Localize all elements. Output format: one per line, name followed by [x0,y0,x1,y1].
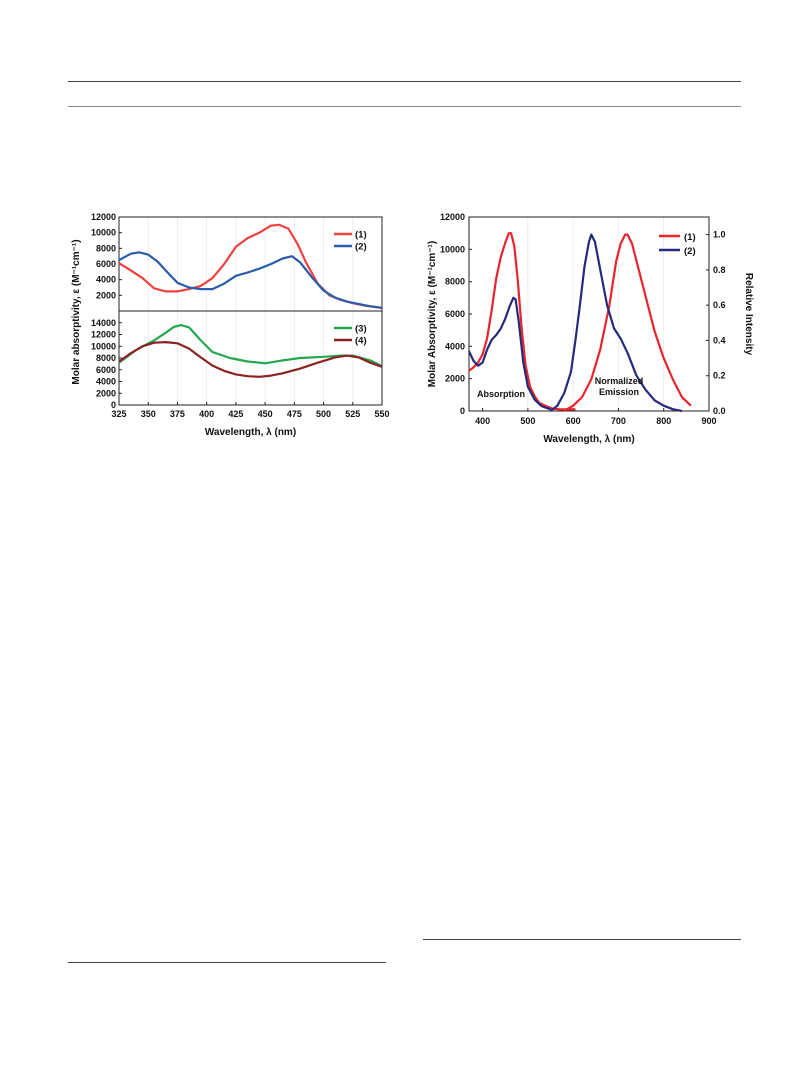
y2-tick-label: 0.2 [713,371,726,381]
right-panel: 400 500 600 700 800 900 0 2000 4000 6000 8000 10000… [427,212,754,445]
x-tick-label: 525 [345,409,360,419]
y-tick-label: 2000 [96,388,116,398]
x-tick-label: 550 [374,409,389,419]
x-axis-label: Wavelength, λ (nm) [543,434,634,445]
y-tick-label: 8000 [96,243,116,253]
series-line-emission-2 [549,233,683,413]
legend-label: (2) [684,246,696,257]
x-tick-label: 425 [228,409,243,419]
x-tick-label: 500 [520,416,535,426]
y2-tick-label: 0.0 [713,406,726,416]
y-tick-label: 10000 [91,228,116,238]
x-tick-label: 325 [111,409,126,419]
header-rule-bottom [68,106,741,107]
y-tick-label: 0 [111,400,116,410]
series-line-2 [118,341,383,378]
y-axis-label: Molar Absorptivity, ε (M⁻¹cm⁻¹) [427,241,438,387]
annotation-emission: Emission [599,387,639,397]
y-tick-label: 12000 [91,330,116,340]
y-tick-label: 6000 [445,309,465,319]
left-top-panel: 2000 4000 6000 8000 10000 12000 (1)(2) [91,212,383,312]
y-tick-label: 10000 [440,244,465,254]
x-tick-label: 900 [701,416,716,426]
legend-label: (1) [684,232,696,243]
y2-tick-label: 1.0 [713,230,726,240]
y-tick-label: 6000 [96,259,116,269]
series-line-emission-1 [563,233,692,412]
legend-label: (4) [355,336,367,347]
y-tick-label: 4000 [96,275,116,285]
y2-axis-label: Relative Intensity [743,273,754,356]
series-line-absorption-2 [468,296,551,411]
y-tick-label: 8000 [445,277,465,287]
x-tick-label: 800 [656,416,671,426]
plot-frame [118,310,383,406]
y-tick-label: 2000 [445,374,465,384]
x-tick-label: 400 [475,416,490,426]
y2-tick-label: 0.4 [713,335,726,345]
series-line-absorption-1 [468,232,576,411]
x-tick-label: 500 [316,409,331,419]
x-tick-label: 350 [141,409,156,419]
series-line-1 [118,324,383,368]
legend-label: (2) [355,242,367,253]
y-tick-label: 8000 [96,353,116,363]
legend-label: (3) [355,324,367,335]
y-tick-label: 4000 [445,341,465,351]
y-tick-label: 2000 [96,290,116,300]
annotation-normalized: Normalized [595,376,644,386]
legend-label: (1) [355,230,367,241]
x-axis-label: Wavelength, λ (nm) [205,427,296,438]
y-tick-label: 14000 [91,318,116,328]
series-line-2 [118,251,383,309]
y-tick-label: 6000 [96,365,116,375]
y-tick-label: 10000 [91,341,116,351]
footnote-rule-left [68,962,386,963]
annotation-absorption: Absorption [477,389,525,399]
y-tick-label: 12000 [440,212,465,222]
y-tick-label: 12000 [91,212,116,222]
header-rule-top [68,81,741,82]
y-tick-label: 4000 [96,377,116,387]
x-tick-label: 475 [287,409,302,419]
x-tick-label: 400 [199,409,214,419]
series-line-1 [118,223,383,309]
footnote-rule-right [423,939,741,940]
x-tick-label: 375 [170,409,185,419]
x-tick-label: 600 [566,416,581,426]
y-axis-label: Molar absorptivity, ε (M⁻¹cm⁻¹) [71,239,82,384]
x-tick-label: 450 [258,409,273,419]
y-tick-label: 0 [460,406,465,416]
y2-tick-label: 0.8 [713,265,726,275]
y2-tick-label: 0.6 [713,300,726,310]
x-tick-label: 700 [611,416,626,426]
